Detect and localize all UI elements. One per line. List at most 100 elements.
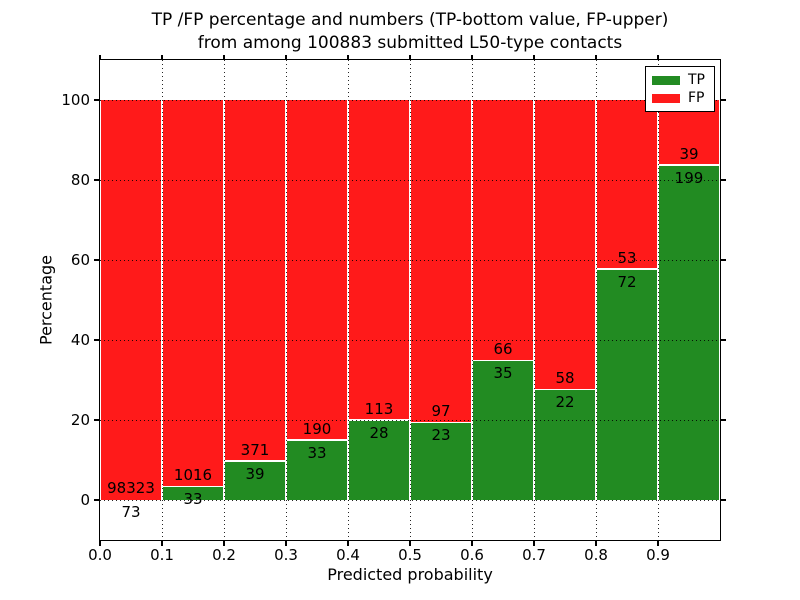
bar-segment-tp: [287, 440, 347, 500]
v-gridline: [595, 60, 597, 540]
bar-segment-tp: [349, 420, 409, 500]
bar-segment-tp: [659, 165, 719, 500]
fp-count-label: 58: [555, 369, 575, 387]
bar-segment-fp: [287, 100, 347, 440]
x-tick-bottom: [533, 541, 535, 546]
y-axis-label: Percentage: [36, 254, 56, 346]
fp-count-label: 190: [302, 419, 332, 438]
bar-segment-tp: [473, 361, 533, 500]
fp-color-swatch: [652, 93, 680, 103]
fp-count-label: 1016: [173, 466, 213, 485]
x-tick-label: 0.3: [274, 546, 298, 564]
x-tick-top: [285, 54, 287, 59]
v-gridline: [409, 60, 411, 540]
x-tick-label: 0.6: [460, 546, 484, 564]
x-tick-top: [533, 54, 535, 59]
x-tick-top: [595, 54, 597, 59]
x-tick-top: [347, 54, 349, 59]
fp-count-label: 98323: [107, 478, 155, 497]
fp-count-label: 66: [493, 340, 513, 359]
legend-box: TP FP: [645, 66, 715, 112]
tp-count-label: 199: [674, 168, 704, 187]
tp-count-label: 28: [369, 423, 389, 442]
v-gridline: [657, 60, 659, 540]
legend-label-tp: TP: [688, 72, 705, 88]
x-tick-top: [657, 54, 659, 59]
chart-title-line1: TP /FP percentage and numbers (TP-bottom…: [151, 10, 669, 30]
fp-count-label: 371: [240, 440, 270, 459]
fp-count-label: 97: [431, 402, 451, 421]
v-gridline: [161, 60, 163, 540]
x-tick-label: 0.4: [336, 546, 360, 564]
tp-count-label: 23: [431, 426, 451, 445]
fp-count-label: 39: [679, 144, 699, 163]
y-tick-left: [94, 179, 99, 181]
tp-count-label: 35: [493, 364, 513, 383]
tp-count-label: 33: [183, 490, 203, 509]
y-tick-left: [94, 259, 99, 261]
v-gridline: [533, 60, 535, 540]
v-gridline: [471, 60, 473, 540]
x-tick-label: 0.0: [88, 546, 112, 564]
x-tick-bottom: [161, 541, 163, 546]
y-tick-label: 40: [70, 331, 90, 349]
y-tick-right: [721, 419, 726, 421]
x-tick-label: 0.7: [522, 546, 546, 564]
x-tick-label: 0.8: [584, 546, 608, 564]
y-tick-left: [94, 339, 99, 341]
tp-count-label: 22: [555, 393, 575, 411]
legend-entry-fp: FP: [646, 91, 714, 105]
bar-segment-fp: [101, 100, 161, 500]
bar-segment-fp: [597, 100, 657, 269]
bar-segment-fp: [411, 100, 471, 422]
x-tick-bottom: [657, 541, 659, 546]
y-tick-left: [94, 499, 99, 501]
x-axis-label: Predicted probability: [327, 565, 493, 584]
tp-count-label: 73: [121, 502, 141, 521]
y-tick-label: 60: [70, 251, 90, 269]
bar-segment-fp: [225, 100, 285, 461]
y-tick-left: [94, 419, 99, 421]
tp-count-label: 33: [307, 443, 327, 462]
fp-count-label: 53: [617, 248, 637, 267]
bar-segment-tp: [535, 390, 595, 500]
tp-count-label: 72: [617, 272, 637, 291]
bar-segment-tp: [163, 487, 223, 500]
x-tick-label: 0.9: [646, 546, 670, 564]
x-tick-bottom: [223, 541, 225, 546]
x-tick-bottom: [409, 541, 411, 546]
bar-segment-tp: [411, 423, 471, 500]
y-tick-label: 20: [70, 411, 90, 429]
x-tick-bottom: [347, 541, 349, 546]
v-gridline: [285, 60, 287, 540]
y-tick-left: [94, 99, 99, 101]
plot-area: 98323 73 1016 33 371 39 190 33 113 28 97 23 66 35 58 22…: [100, 60, 720, 540]
bar-segment-fp: [163, 100, 223, 486]
bar-segment-fp: [535, 100, 595, 389]
y-tick-right: [721, 339, 726, 341]
y-tick-label: 100: [61, 91, 90, 109]
chart-title-line2: from among 100883 submitted L50-type con…: [197, 33, 623, 53]
x-tick-top: [161, 54, 163, 59]
y-tick-label: 0: [80, 491, 90, 509]
y-tick-right: [721, 259, 726, 261]
x-tick-top: [99, 54, 101, 59]
y-tick-right: [721, 499, 726, 501]
tp-color-swatch: [652, 75, 680, 85]
x-tick-top: [471, 54, 473, 59]
bar-segment-tp: [597, 269, 657, 500]
v-gridline: [347, 60, 349, 540]
legend-label-fp: FP: [688, 90, 705, 106]
bar-segment-tp: [225, 461, 285, 500]
x-tick-top: [409, 54, 411, 59]
bar-segment-fp: [473, 100, 533, 360]
x-tick-bottom: [99, 541, 101, 546]
fp-count-label: 113: [364, 399, 394, 418]
y-tick-right: [721, 179, 726, 181]
tp-count-label: 39: [245, 464, 265, 483]
legend-entry-tp: TP: [646, 73, 714, 87]
x-tick-top: [223, 54, 225, 59]
x-tick-label: 0.2: [212, 546, 236, 564]
v-gridline: [223, 60, 225, 540]
